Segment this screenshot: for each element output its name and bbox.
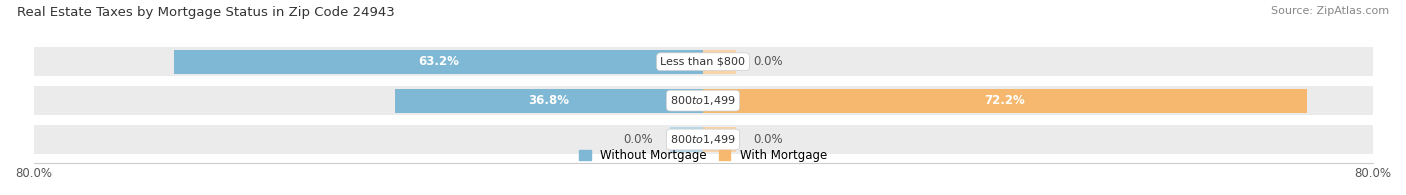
Bar (34, 86, 1372, 115)
Text: Real Estate Taxes by Mortgage Status in Zip Code 24943: Real Estate Taxes by Mortgage Status in … (17, 6, 395, 19)
Text: 36.8%: 36.8% (529, 94, 569, 107)
Bar (395, 89, 703, 113)
Bar (174, 50, 703, 74)
Text: 0.0%: 0.0% (623, 133, 652, 146)
Legend: Without Mortgage, With Mortgage: Without Mortgage, With Mortgage (574, 144, 832, 167)
Bar (34, 47, 1372, 76)
Text: 63.2%: 63.2% (418, 55, 458, 68)
Text: 0.0%: 0.0% (754, 133, 783, 146)
Bar (703, 50, 737, 74)
Bar (34, 125, 1372, 154)
Text: 72.2%: 72.2% (984, 94, 1025, 107)
Text: $800 to $1,499: $800 to $1,499 (671, 94, 735, 107)
Text: 0.0%: 0.0% (754, 55, 783, 68)
Bar (669, 128, 703, 152)
Bar (703, 89, 1308, 113)
Text: Source: ZipAtlas.com: Source: ZipAtlas.com (1271, 6, 1389, 16)
Text: Less than $800: Less than $800 (661, 57, 745, 67)
Bar (703, 128, 737, 152)
Text: $800 to $1,499: $800 to $1,499 (671, 133, 735, 146)
